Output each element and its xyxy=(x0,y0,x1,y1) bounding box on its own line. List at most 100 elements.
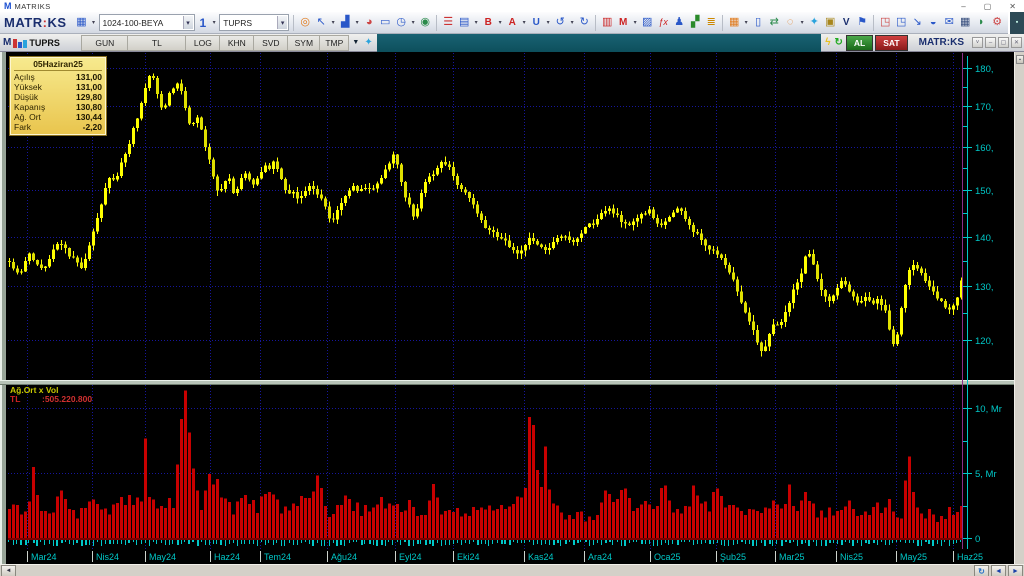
symbol-combobox[interactable]: TUPRS ▾ xyxy=(219,14,290,31)
traffic-light-icon[interactable]: ≣ xyxy=(706,16,716,28)
chart-mode-button-gun[interactable]: GUN xyxy=(81,34,128,51)
save-dropdown-icon[interactable]: ▾ xyxy=(91,20,95,26)
bold-dropdown-icon[interactable]: ▾ xyxy=(498,20,502,26)
twitter-icon[interactable]: ✦ xyxy=(809,16,819,28)
toolbar-overflow-button[interactable]: ▪ xyxy=(1008,11,1024,34)
chart-window-restore-button[interactable]: ▢ xyxy=(998,37,1009,48)
translate-icon[interactable]: ⇄ xyxy=(769,16,779,28)
flag-icon[interactable]: ⚑ xyxy=(857,16,868,28)
zoom-icon[interactable]: ◎ xyxy=(300,16,310,28)
chart-window-minimize-button[interactable]: – xyxy=(985,37,996,48)
link-icon[interactable]: ↘ xyxy=(912,16,922,28)
font-dropdown-icon[interactable]: ▾ xyxy=(522,20,526,26)
horizontal-scrollbar[interactable]: ◄ ↻ ◄ ► xyxy=(0,564,1024,576)
template-icon[interactable]: ▨ xyxy=(641,16,653,28)
matriks-m-dropdown-icon[interactable]: ▾ xyxy=(633,20,637,26)
pointer-icon[interactable]: ↖ xyxy=(316,16,326,28)
alarm-icon[interactable]: ◒ xyxy=(929,16,937,28)
document-icon[interactable]: ▯ xyxy=(755,16,762,28)
undo-icon[interactable]: ↺ xyxy=(555,16,565,28)
clone-window-icon[interactable]: ◳ xyxy=(895,16,907,28)
matriks-logo-icon: M xyxy=(4,1,12,11)
new-window-icon[interactable]: ◳ xyxy=(879,16,891,28)
page-dropdown-icon[interactable]: ▾ xyxy=(212,20,216,26)
analysis-icon[interactable]: ▞ xyxy=(690,16,700,28)
mail-icon[interactable]: ✉ xyxy=(944,16,954,28)
refresh-icon[interactable]: ↻ xyxy=(834,37,843,48)
underline-icon[interactable]: U xyxy=(532,16,540,28)
chart-mode-button-sym[interactable]: SYM xyxy=(287,34,320,51)
monitor-icon[interactable]: ▭ xyxy=(379,16,391,28)
settings-icon[interactable]: ⚙ xyxy=(992,16,1003,28)
person-icon[interactable]: ♟ xyxy=(674,16,685,28)
close-button[interactable]: ✕ xyxy=(1009,1,1016,11)
chart-mode-button-khn[interactable]: KHN xyxy=(219,34,254,51)
symbol-type-icon xyxy=(13,38,28,48)
news-dropdown-icon[interactable]: ▾ xyxy=(474,20,478,26)
chart-mode-button-tl[interactable]: TL xyxy=(127,34,186,51)
market-depth-icon[interactable]: ☰ xyxy=(443,16,454,28)
search-icon[interactable]: ◌ xyxy=(786,16,794,28)
pan-left-button[interactable]: ◄ xyxy=(991,565,1006,576)
chart-mode-button-tmp[interactable]: TMP xyxy=(319,34,350,51)
calculator-icon[interactable]: ▦ xyxy=(959,16,971,28)
svg-text:150,: 150, xyxy=(975,186,994,197)
formula-icon[interactable]: ƒx xyxy=(658,17,668,27)
underline-dropdown-icon[interactable]: ▾ xyxy=(546,20,550,26)
svg-text:0: 0 xyxy=(975,534,980,545)
price-volume-chart-canvas[interactable]: 180, 170, 160, 150, 140, 130, 120, 10, Mr 5, Mr 0… xyxy=(0,52,1024,564)
volume-bars xyxy=(8,390,963,538)
search-dropdown-icon[interactable]: ▾ xyxy=(800,20,804,26)
undo-dropdown-icon[interactable]: ▾ xyxy=(570,20,574,26)
calendar-icon[interactable]: ▦ xyxy=(728,16,740,28)
svg-text:Eyl24: Eyl24 xyxy=(399,552,422,562)
candlesticks xyxy=(8,73,963,357)
clock-icon[interactable]: ◷ xyxy=(396,16,406,28)
symbol-dropdown-icon[interactable]: ▾ xyxy=(277,16,288,29)
svg-text:130,: 130, xyxy=(975,282,994,293)
chart-type-dropdown-icon[interactable]: ▾ xyxy=(355,20,359,26)
indicator-currency: TL xyxy=(10,394,21,404)
minimize-button[interactable]: – xyxy=(961,1,966,11)
workspace-dropdown-icon[interactable]: ▾ xyxy=(182,16,193,29)
page-number[interactable]: 1 xyxy=(199,15,207,30)
maximize-button[interactable]: ▢ xyxy=(983,1,992,11)
stop-icon[interactable]: ▥ xyxy=(601,16,613,28)
calendar-dropdown-icon[interactable]: ▾ xyxy=(744,20,748,26)
bold-icon[interactable]: B xyxy=(484,16,492,28)
twitter-share-icon[interactable]: ✦ xyxy=(364,37,373,48)
chart-mode-button-svd[interactable]: SVD xyxy=(253,34,288,51)
scroll-left-button[interactable]: ◄ xyxy=(1,565,16,576)
volume-axis: 10, Mr 5, Mr 0 xyxy=(963,404,1002,545)
chart-window-close-button[interactable]: ✕ xyxy=(1011,37,1022,48)
vertical-scrollbar[interactable] xyxy=(1014,52,1024,564)
font-icon[interactable]: A xyxy=(508,16,516,28)
pointer-dropdown-icon[interactable]: ▾ xyxy=(331,20,335,26)
theme-icon[interactable]: ▣ xyxy=(824,16,836,28)
pie-chart-icon[interactable]: ◕ xyxy=(365,16,373,28)
chart-loading-icon[interactable]: ↻ xyxy=(974,565,989,576)
v-scroll-top-button[interactable]: ▪ xyxy=(1016,55,1024,64)
workspace-combobox[interactable]: 1024-100-BEYA ▾ xyxy=(98,14,195,31)
info-row-fark: Fark -2,20 xyxy=(14,122,102,132)
period-dropdown-icon[interactable]: ▼ xyxy=(352,39,360,46)
sell-button[interactable]: SAT xyxy=(875,34,908,51)
svg-text:160,: 160, xyxy=(975,143,994,154)
video-icon[interactable]: V xyxy=(842,16,850,28)
chart-mode-button-log[interactable]: LOG xyxy=(185,34,220,51)
clock-dropdown-icon[interactable]: ▾ xyxy=(411,20,415,26)
redo-icon[interactable]: ↻ xyxy=(579,16,589,28)
matriks-m-icon[interactable]: M xyxy=(619,16,628,28)
globe-icon[interactable]: ◉ xyxy=(420,16,430,28)
chart-type-icon[interactable]: ▟ xyxy=(340,16,350,28)
news-icon[interactable]: ▤ xyxy=(458,16,470,28)
chart-symbol-label[interactable]: TUPRS xyxy=(29,37,60,48)
pan-right-button[interactable]: ► xyxy=(1008,565,1023,576)
buy-button[interactable]: AL xyxy=(845,34,874,51)
date-ticks xyxy=(8,540,961,546)
chart-window-menu-button[interactable]: ˅ xyxy=(972,37,983,48)
toolbar-separator xyxy=(436,14,438,31)
save-icon[interactable]: ▦ xyxy=(76,16,87,28)
chat-icon[interactable]: ◗ xyxy=(977,16,985,28)
toolbar-separator xyxy=(873,14,875,31)
